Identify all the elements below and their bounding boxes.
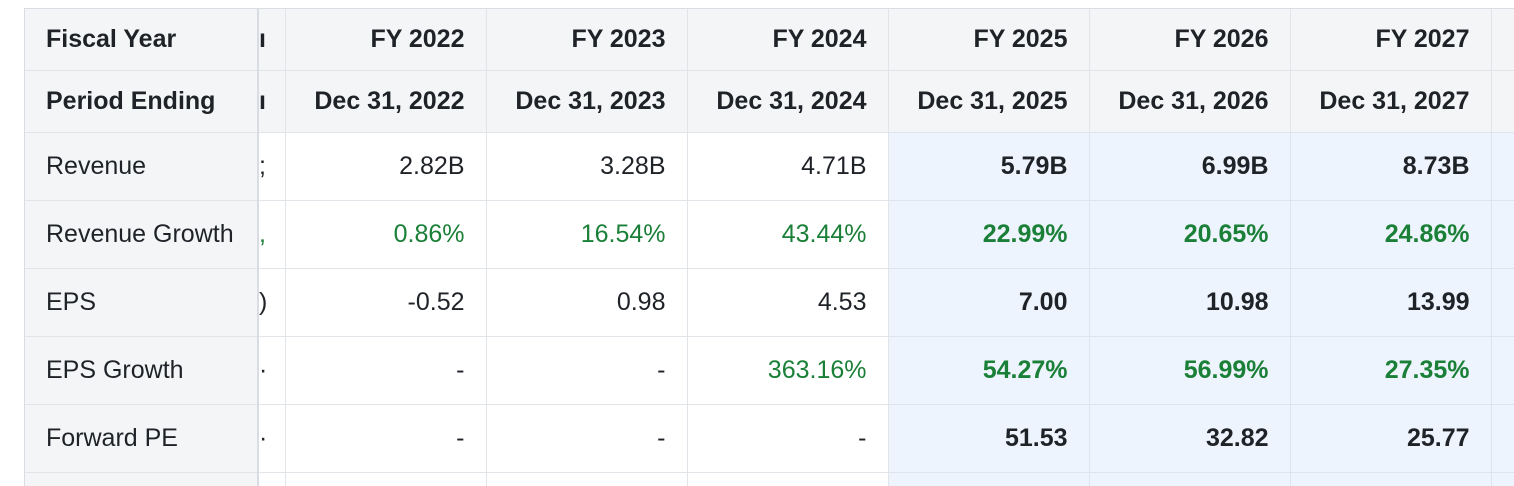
value-cell: - [486,404,688,473]
value-cell: - [285,404,487,473]
value-cell [285,472,487,486]
period-ending-cell: Dec 31, 2024 [687,70,889,133]
row-label: Revenue Growth [25,200,259,269]
estimate-value-cell [888,472,1090,486]
fiscal-year-cell: FY 2023 [486,9,688,71]
value-cell: 4.71B [687,132,889,201]
value-cell: 3.28B [486,132,688,201]
period-ending-cell: Dec 31, 2026 [1089,70,1291,133]
table-row-forward-pe: Forward PE · - - - 51.53 32.82 25.77 [25,404,1514,473]
estimate-value-cell: 20.65% [1089,200,1291,269]
estimate-value-cell: 56.99% [1089,336,1291,405]
period-ending-cell: Dec 31, 2022 [285,70,487,133]
fiscal-year-cell: FY 2027 [1290,9,1492,71]
fiscal-year-cell: FY 2022 [285,9,487,71]
clipped-column-edge: ı [257,9,286,71]
value-cell [486,472,688,486]
value-cell: 4.53 [687,268,889,337]
estimate-value-cell: 32.82 [1089,404,1291,473]
clipped-column-edge: ı [257,70,286,133]
fiscal-year-header-row: Fiscal Year ı FY 2022 FY 2023 FY 2024 FY… [25,9,1514,71]
estimate-value-cell: 8.73B [1290,132,1492,201]
clipped-column-edge [1491,404,1514,473]
clipped-column-edge: ) [257,268,286,337]
clipped-column-edge: ; [257,132,286,201]
row-label [25,472,259,486]
fiscal-year-cell: FY 2024 [687,9,889,71]
estimate-value-cell: 51.53 [888,404,1090,473]
value-cell: - [687,404,889,473]
estimate-value-cell: 22.99% [888,200,1090,269]
value-cell: 0.86% [285,200,487,269]
value-cell [687,472,889,486]
estimate-value-cell [1290,472,1492,486]
fiscal-year-cell: FY 2026 [1089,9,1291,71]
row-label: Forward PE [25,404,259,473]
clipped-column-edge: · [257,336,286,405]
estimate-value-cell: 5.79B [888,132,1090,201]
table-row-eps: EPS ) -0.52 0.98 4.53 7.00 10.98 13.99 [25,268,1514,337]
value-cell: 43.44% [687,200,889,269]
table-row-eps-growth: EPS Growth · - - 363.16% 54.27% 56.99% 2… [25,336,1514,405]
estimate-value-cell: 13.99 [1290,268,1492,337]
value-cell: 0.98 [486,268,688,337]
clipped-column-edge [1491,268,1514,337]
table-row-revenue: Revenue ; 2.82B 3.28B 4.71B 5.79B 6.99B … [25,132,1514,201]
estimate-value-cell: 7.00 [888,268,1090,337]
table-row-partial [25,472,1514,486]
clipped-column-edge [1491,9,1514,71]
clipped-column-edge [1491,70,1514,133]
estimate-value-cell: 54.27% [888,336,1090,405]
estimate-value-cell: 25.77 [1290,404,1492,473]
value-cell: 2.82B [285,132,487,201]
row-label: Revenue [25,132,259,201]
clipped-column-edge [1491,132,1514,201]
estimate-value-cell: 6.99B [1089,132,1291,201]
value-cell: - [486,336,688,405]
period-ending-cell: Dec 31, 2027 [1290,70,1492,133]
clipped-column-edge: · [257,404,286,473]
value-cell: -0.52 [285,268,487,337]
estimate-value-cell: 24.86% [1290,200,1492,269]
clipped-column-edge: , [257,200,286,269]
estimate-value-cell [1089,472,1291,486]
period-ending-cell: Dec 31, 2025 [888,70,1090,133]
financial-forecast-table: Fiscal Year ı FY 2022 FY 2023 FY 2024 FY… [25,9,1514,486]
clipped-column-edge [1491,336,1514,405]
forecast-table-scroll-area[interactable]: Fiscal Year ı FY 2022 FY 2023 FY 2024 FY… [24,8,1514,486]
row-label: EPS Growth [25,336,259,405]
period-ending-header-row: Period Ending ı Dec 31, 2022 Dec 31, 202… [25,70,1514,133]
estimate-value-cell: 27.35% [1290,336,1492,405]
clipped-column-edge [1491,472,1514,486]
value-cell: 363.16% [687,336,889,405]
table-row-revenue-growth: Revenue Growth , 0.86% 16.54% 43.44% 22.… [25,200,1514,269]
row-label: EPS [25,268,259,337]
value-cell: 16.54% [486,200,688,269]
value-cell: - [285,336,487,405]
clipped-column-edge [1491,200,1514,269]
clipped-column-edge [257,472,286,486]
period-ending-cell: Dec 31, 2023 [486,70,688,133]
period-ending-label: Period Ending [25,70,259,133]
fiscal-year-cell: FY 2025 [888,9,1090,71]
estimate-value-cell: 10.98 [1089,268,1291,337]
fiscal-year-label: Fiscal Year [25,9,259,71]
